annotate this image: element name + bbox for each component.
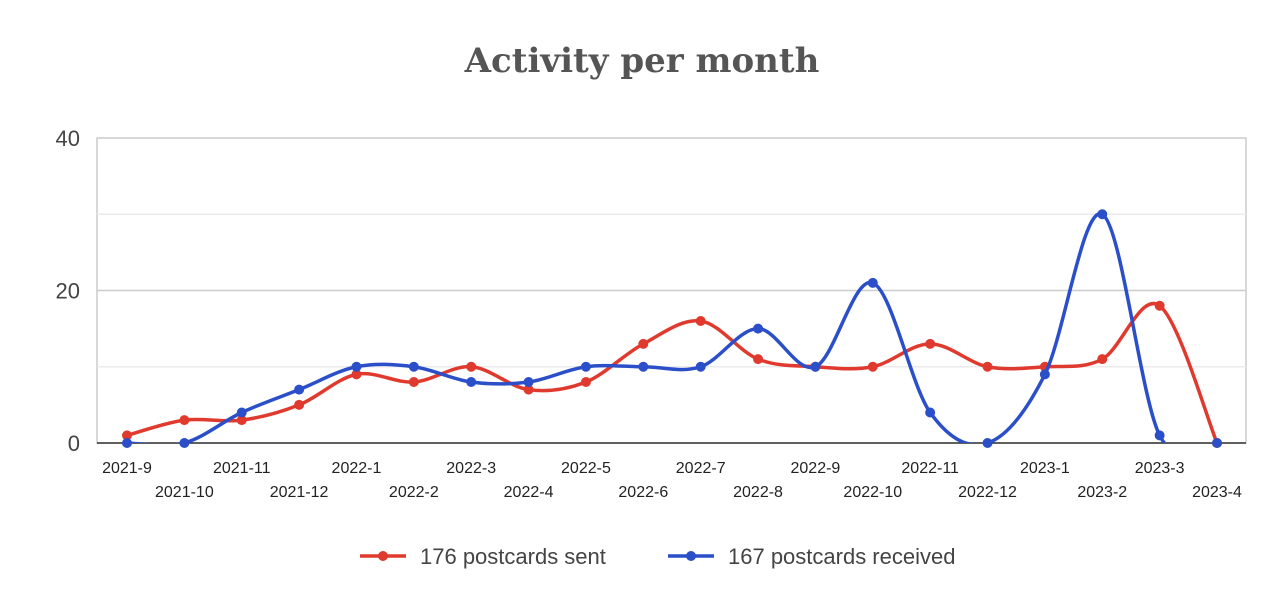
data-point[interactable]: [867, 277, 878, 288]
data-point[interactable]: [753, 354, 764, 365]
data-point[interactable]: [1154, 300, 1165, 311]
x-tick-label: 2022-1: [332, 460, 382, 477]
data-point[interactable]: [925, 407, 936, 418]
data-point[interactable]: [122, 438, 132, 448]
data-point[interactable]: [1039, 369, 1050, 380]
data-point[interactable]: [351, 361, 362, 372]
legend[interactable]: 176 postcards sent 167 postcards received: [360, 544, 955, 569]
data-point[interactable]: [982, 361, 993, 372]
data-point[interactable]: [925, 338, 936, 349]
x-tick-label: 2022-9: [791, 460, 841, 477]
data-point[interactable]: [236, 415, 247, 426]
data-point[interactable]: [580, 361, 591, 372]
series-line: [127, 212, 1218, 443]
x-tick-label: 2022-3: [446, 460, 496, 477]
series-2: [122, 209, 1222, 448]
data-point[interactable]: [523, 377, 534, 387]
x-tick-label: 2021-11: [213, 460, 271, 477]
data-point[interactable]: [695, 361, 706, 372]
data-point[interactable]: [580, 377, 591, 387]
legend-swatch-dot: [686, 551, 696, 561]
data-point[interactable]: [236, 407, 247, 418]
y-axis-ticks: 0 20 40: [56, 126, 80, 456]
data-point[interactable]: [294, 399, 305, 410]
x-tick-label: 2022-6: [618, 484, 668, 501]
legend-label: 167 postcards received: [728, 544, 955, 569]
data-point[interactable]: [466, 361, 477, 372]
data-point[interactable]: [695, 316, 706, 326]
data-point[interactable]: [810, 361, 821, 372]
series-line: [126, 301, 1219, 443]
data-point[interactable]: [867, 361, 878, 372]
data-point[interactable]: [1097, 209, 1108, 220]
x-tick-label: 2022-5: [561, 460, 611, 477]
data-point[interactable]: [523, 384, 534, 395]
chart-title: Activity per month: [464, 41, 820, 81]
data-point[interactable]: [1154, 430, 1165, 441]
data-point[interactable]: [1097, 354, 1108, 365]
x-tick-label: 2022-12: [958, 484, 1017, 501]
y-tick-label: 0: [68, 431, 80, 456]
legend-item-1[interactable]: 176 postcards sent: [360, 544, 606, 569]
data-point[interactable]: [179, 415, 190, 426]
data-point[interactable]: [1212, 438, 1222, 448]
data-point[interactable]: [638, 338, 649, 349]
data-point[interactable]: [351, 369, 362, 380]
x-tick-label: 2021-12: [270, 484, 329, 501]
data-point[interactable]: [408, 377, 419, 387]
data-point[interactable]: [638, 361, 649, 372]
x-tick-label: 2023-2: [1077, 484, 1127, 501]
data-point[interactable]: [408, 361, 419, 372]
legend-swatch-dot: [378, 551, 388, 561]
legend-item-2[interactable]: 167 postcards received: [668, 544, 955, 569]
x-tick-label: 2022-4: [504, 484, 554, 501]
y-tick-label: 20: [56, 279, 80, 304]
x-tick-label: 2023-4: [1192, 484, 1242, 501]
data-point[interactable]: [982, 438, 993, 448]
data-point[interactable]: [466, 377, 477, 387]
x-tick-label: 2021-9: [102, 460, 152, 477]
x-tick-label: 2021-10: [155, 484, 214, 501]
data-point[interactable]: [294, 384, 305, 395]
x-tick-label: 2022-10: [843, 484, 902, 501]
x-tick-label: 2022-7: [676, 460, 726, 477]
x-tick-label: 2023-3: [1135, 460, 1185, 477]
legend-label: 176 postcards sent: [420, 544, 606, 569]
data-point[interactable]: [122, 430, 132, 441]
x-tick-label: 2022-11: [901, 460, 959, 477]
series-1: [122, 300, 1222, 448]
x-tick-label: 2022-8: [733, 484, 783, 501]
x-tick-label: 2022-2: [389, 484, 439, 501]
data-point[interactable]: [179, 438, 190, 448]
y-tick-label: 40: [56, 126, 80, 151]
x-tick-label: 2023-1: [1020, 460, 1070, 477]
series-group: [122, 209, 1222, 448]
grid: [96, 137, 1247, 444]
data-point[interactable]: [753, 323, 764, 334]
